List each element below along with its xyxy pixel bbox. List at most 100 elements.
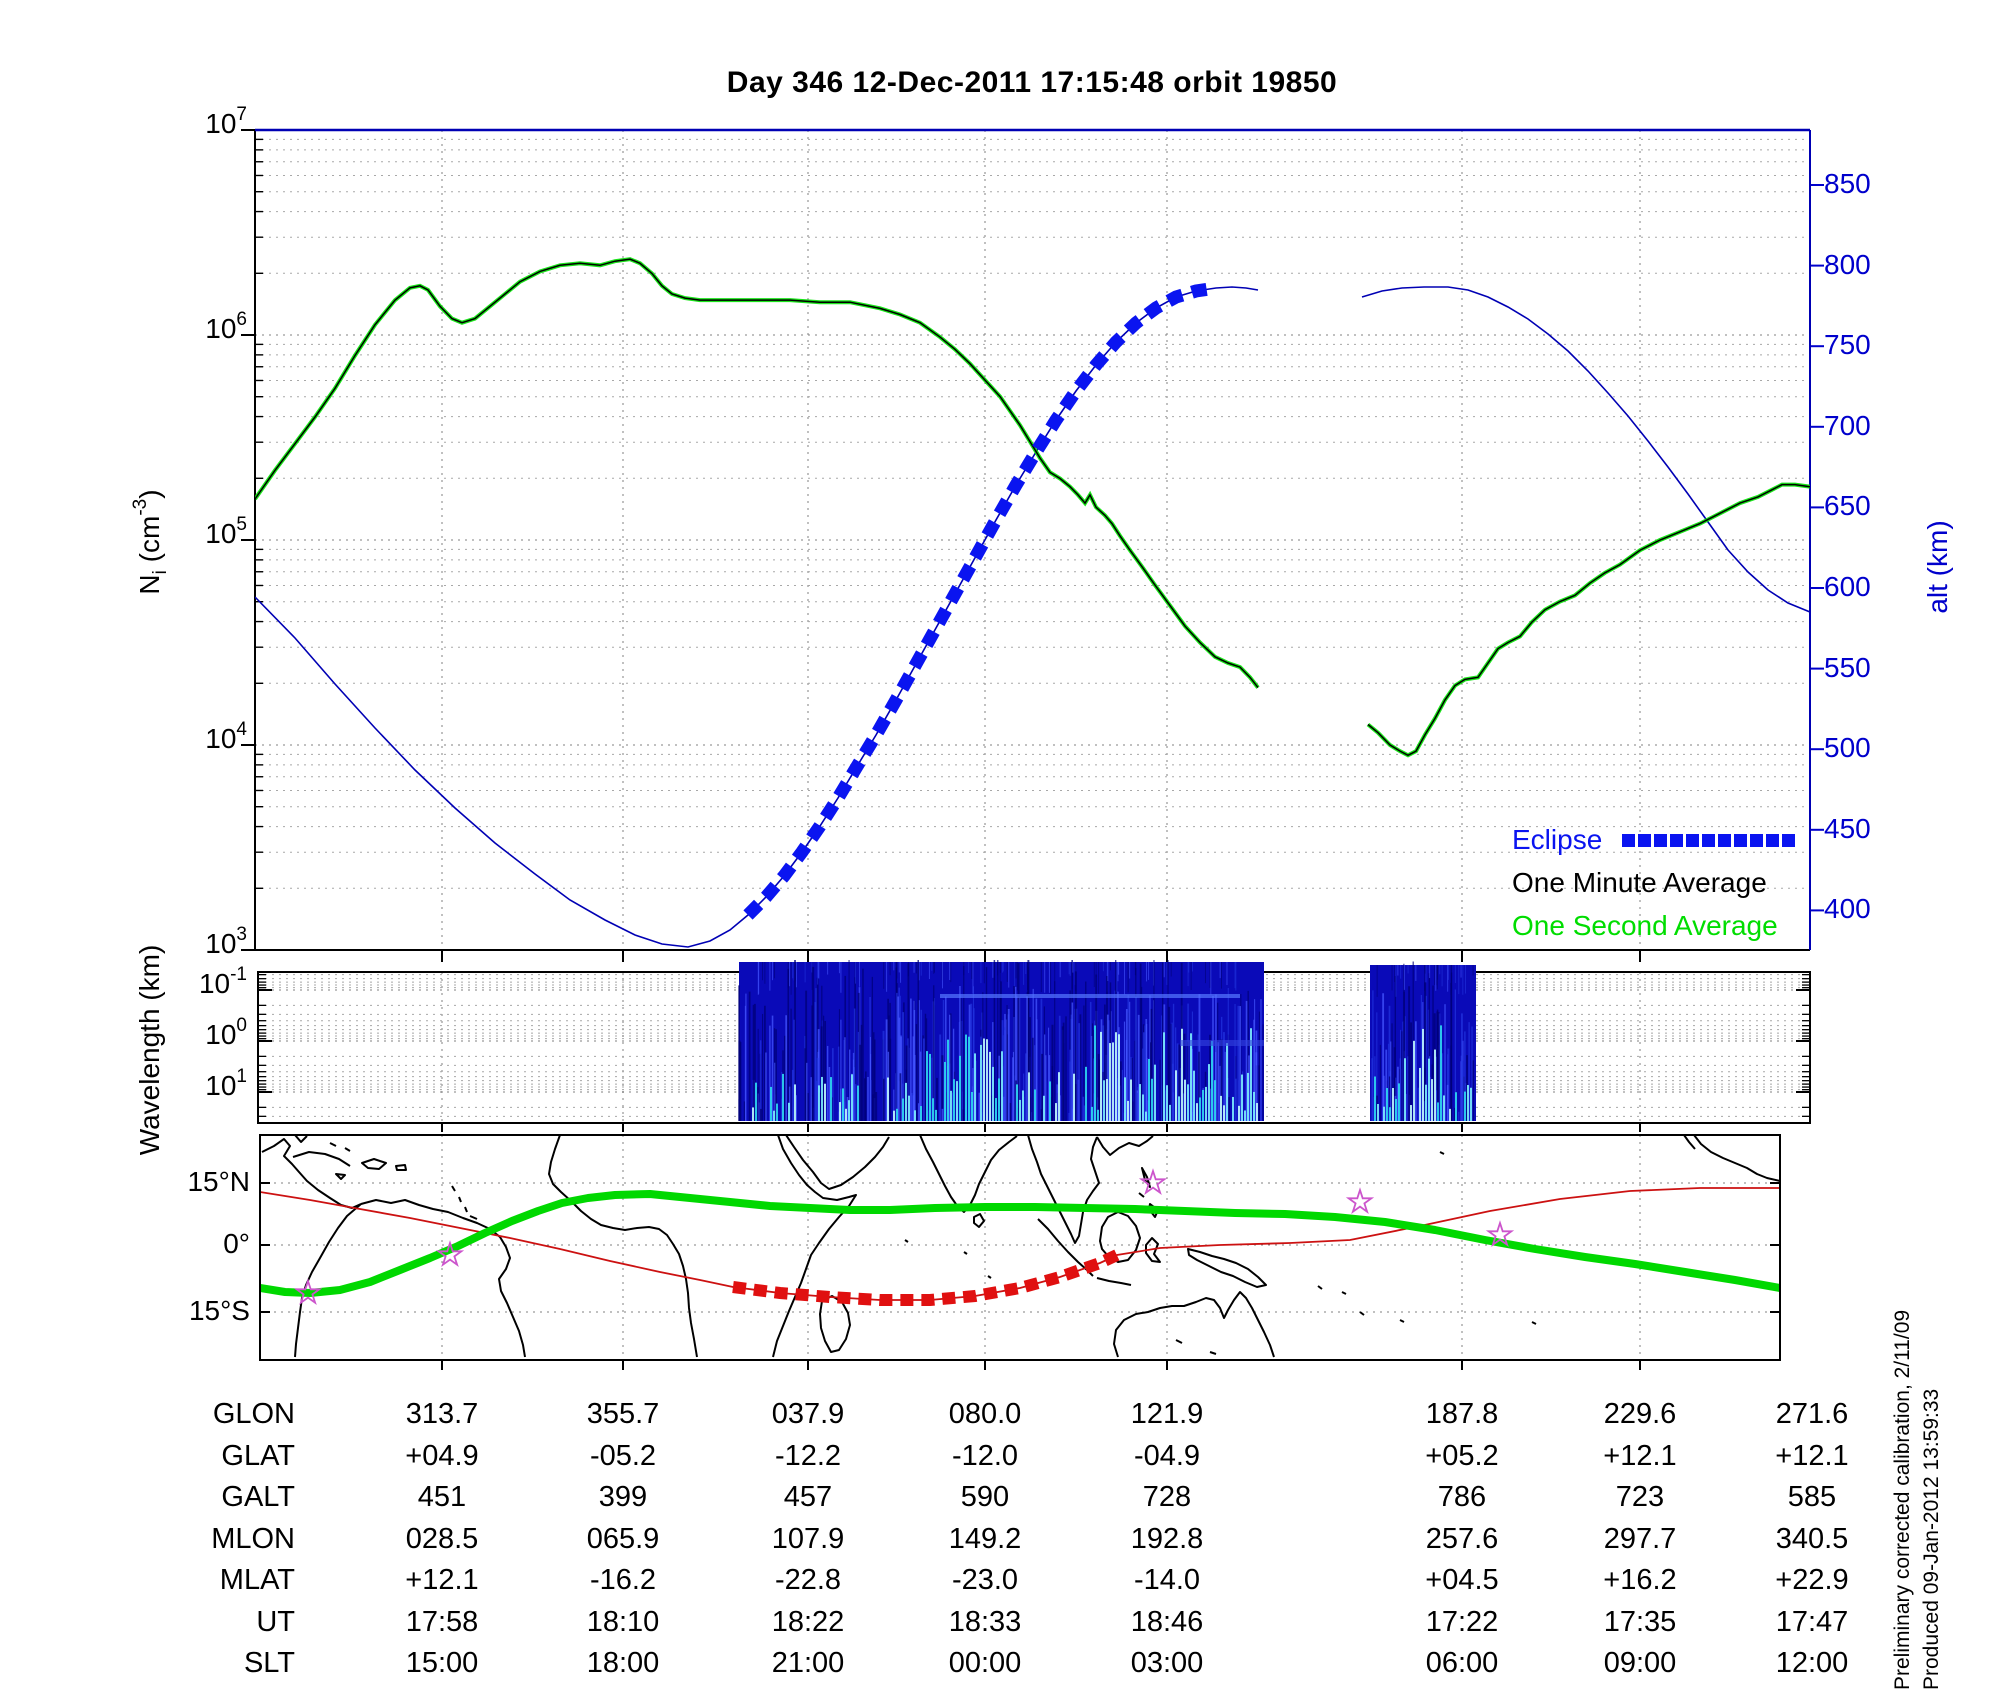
table-cell: 17:35 xyxy=(1603,1606,1677,1638)
table-cell: 457 xyxy=(783,1481,833,1513)
table-cell: 786 xyxy=(1437,1481,1487,1513)
table-cell: -04.9 xyxy=(1133,1440,1201,1472)
table-cell: 121.9 xyxy=(1130,1398,1204,1430)
table-cell: 17:47 xyxy=(1775,1606,1849,1638)
wavelength-tick-label: 100 xyxy=(205,1015,247,1050)
table-cell: 271.6 xyxy=(1775,1398,1849,1430)
star-marker xyxy=(1485,1220,1515,1248)
legend-eclipse-swatch xyxy=(1622,834,1798,852)
table-cell: 12:00 xyxy=(1775,1647,1849,1679)
y-right-tick-label: 700 xyxy=(1824,409,1871,441)
table-cell: 723 xyxy=(1615,1481,1665,1513)
table-cell: 585 xyxy=(1787,1481,1837,1513)
legend-label-0: Eclipse xyxy=(1512,824,1603,855)
table-cell: +12.1 xyxy=(405,1564,479,1596)
table-cell: 192.8 xyxy=(1130,1523,1204,1555)
table-cell: 340.5 xyxy=(1775,1523,1849,1555)
table-cell: 18:10 xyxy=(586,1606,660,1638)
y-right-tick-label: 450 xyxy=(1824,812,1871,844)
y-right-tick-label: 750 xyxy=(1824,329,1871,361)
density-altitude-panel xyxy=(241,128,1824,962)
wavelength-tick-label: 10-1 xyxy=(198,964,247,999)
table-cell: +05.2 xyxy=(1425,1440,1499,1472)
y-right-tick-label: 850 xyxy=(1824,168,1871,199)
table-cell: 00:00 xyxy=(948,1647,1022,1679)
legend-label-2: One Second Average xyxy=(1512,910,1778,941)
table-cell: +22.9 xyxy=(1775,1564,1849,1596)
y-left-tick-label: 103 xyxy=(205,924,247,959)
table-cell: -16.2 xyxy=(589,1564,657,1596)
y-right-tick-label: 800 xyxy=(1824,248,1871,280)
table-cell: -22.8 xyxy=(774,1564,842,1596)
table-cell: +04.5 xyxy=(1425,1564,1499,1596)
table-cell: 09:00 xyxy=(1603,1647,1677,1679)
credit-line-2: Produced 09-Jan-2012 13:59:33 xyxy=(1920,1388,1943,1690)
table-cell: 728 xyxy=(1142,1481,1192,1513)
ground-track-map-panel xyxy=(259,1134,1781,1370)
map-content xyxy=(260,1135,1780,1358)
table-cell: 297.7 xyxy=(1603,1523,1677,1555)
y-right-tick-label: 600 xyxy=(1824,571,1871,602)
table-cell: 355.7 xyxy=(586,1398,660,1430)
table-cell: 18:00 xyxy=(586,1647,660,1679)
y-axis-label-altitude: alt (km) xyxy=(1922,520,1953,614)
table-cell: 15:00 xyxy=(405,1647,479,1679)
table-cell: 17:22 xyxy=(1425,1606,1499,1638)
table-cell: 028.5 xyxy=(405,1523,479,1555)
table-cell: 399 xyxy=(598,1481,648,1513)
table-cell: 21:00 xyxy=(771,1647,845,1679)
table-cell: 037.9 xyxy=(771,1398,845,1430)
table-cell: +12.1 xyxy=(1603,1440,1677,1472)
y-left-tick-label: 104 xyxy=(205,719,247,754)
map-lat-label: 15°S xyxy=(188,1295,250,1326)
table-cell: -23.0 xyxy=(951,1564,1019,1596)
y-left-tick-label: 107 xyxy=(205,104,247,139)
table-cell: 18:33 xyxy=(948,1606,1022,1638)
table-cell: 107.9 xyxy=(771,1523,845,1555)
credit-line-1: Preliminary corrected calibration, 2/11/… xyxy=(1891,1309,1914,1690)
table-cell: +12.1 xyxy=(1775,1440,1849,1472)
table-cell: -12.2 xyxy=(774,1440,842,1472)
map-lat-label: 15°N xyxy=(187,1166,250,1197)
spectrogram-blocks xyxy=(738,960,1476,1121)
table-row-label: MLAT xyxy=(219,1564,295,1596)
star-marker xyxy=(435,1240,465,1268)
table-cell: 313.7 xyxy=(405,1398,479,1430)
table-row-label: SLT xyxy=(243,1647,295,1679)
y-left-tick-label: 106 xyxy=(205,309,247,344)
wavelength-tick-label: 101 xyxy=(205,1066,247,1101)
star-marker xyxy=(1345,1187,1375,1215)
table-cell: -14.0 xyxy=(1133,1564,1201,1596)
y-right-tick-label: 500 xyxy=(1824,732,1871,764)
table-cell: 149.2 xyxy=(948,1523,1022,1555)
table-row-label: GLAT xyxy=(221,1440,295,1472)
y-right-tick-label: 650 xyxy=(1824,490,1871,522)
table-cell: 229.6 xyxy=(1603,1398,1677,1430)
table-cell: 451 xyxy=(417,1481,467,1513)
legend-label-1: One Minute Average xyxy=(1512,867,1767,898)
y-right-tick-label: 400 xyxy=(1824,893,1871,925)
table-cell: -12.0 xyxy=(951,1440,1019,1472)
table-cell: 06:00 xyxy=(1425,1647,1499,1679)
table-cell: 17:58 xyxy=(405,1606,479,1638)
table-cell: +16.2 xyxy=(1603,1564,1677,1596)
table-cell: 080.0 xyxy=(948,1398,1022,1430)
density-altitude-series xyxy=(255,257,1810,948)
table-row-label: GLON xyxy=(212,1398,295,1430)
wavelength-spectrogram-panel xyxy=(257,960,1811,1132)
y-right-tick-label: 550 xyxy=(1824,651,1871,683)
table-row-label: MLON xyxy=(211,1523,295,1555)
table-cell: 257.6 xyxy=(1425,1523,1499,1555)
table-row-label: GALT xyxy=(221,1481,295,1513)
table-cell: 18:46 xyxy=(1130,1606,1204,1638)
map-lat-label: 0° xyxy=(223,1228,250,1259)
table-cell: 187.8 xyxy=(1425,1398,1499,1430)
table-cell: 18:22 xyxy=(771,1606,845,1638)
table-cell: 065.9 xyxy=(586,1523,660,1555)
table-cell: 03:00 xyxy=(1130,1647,1204,1679)
table-cell: 590 xyxy=(960,1481,1010,1513)
table-cell: +04.9 xyxy=(405,1440,479,1472)
y-left-tick-label: 105 xyxy=(205,514,247,549)
